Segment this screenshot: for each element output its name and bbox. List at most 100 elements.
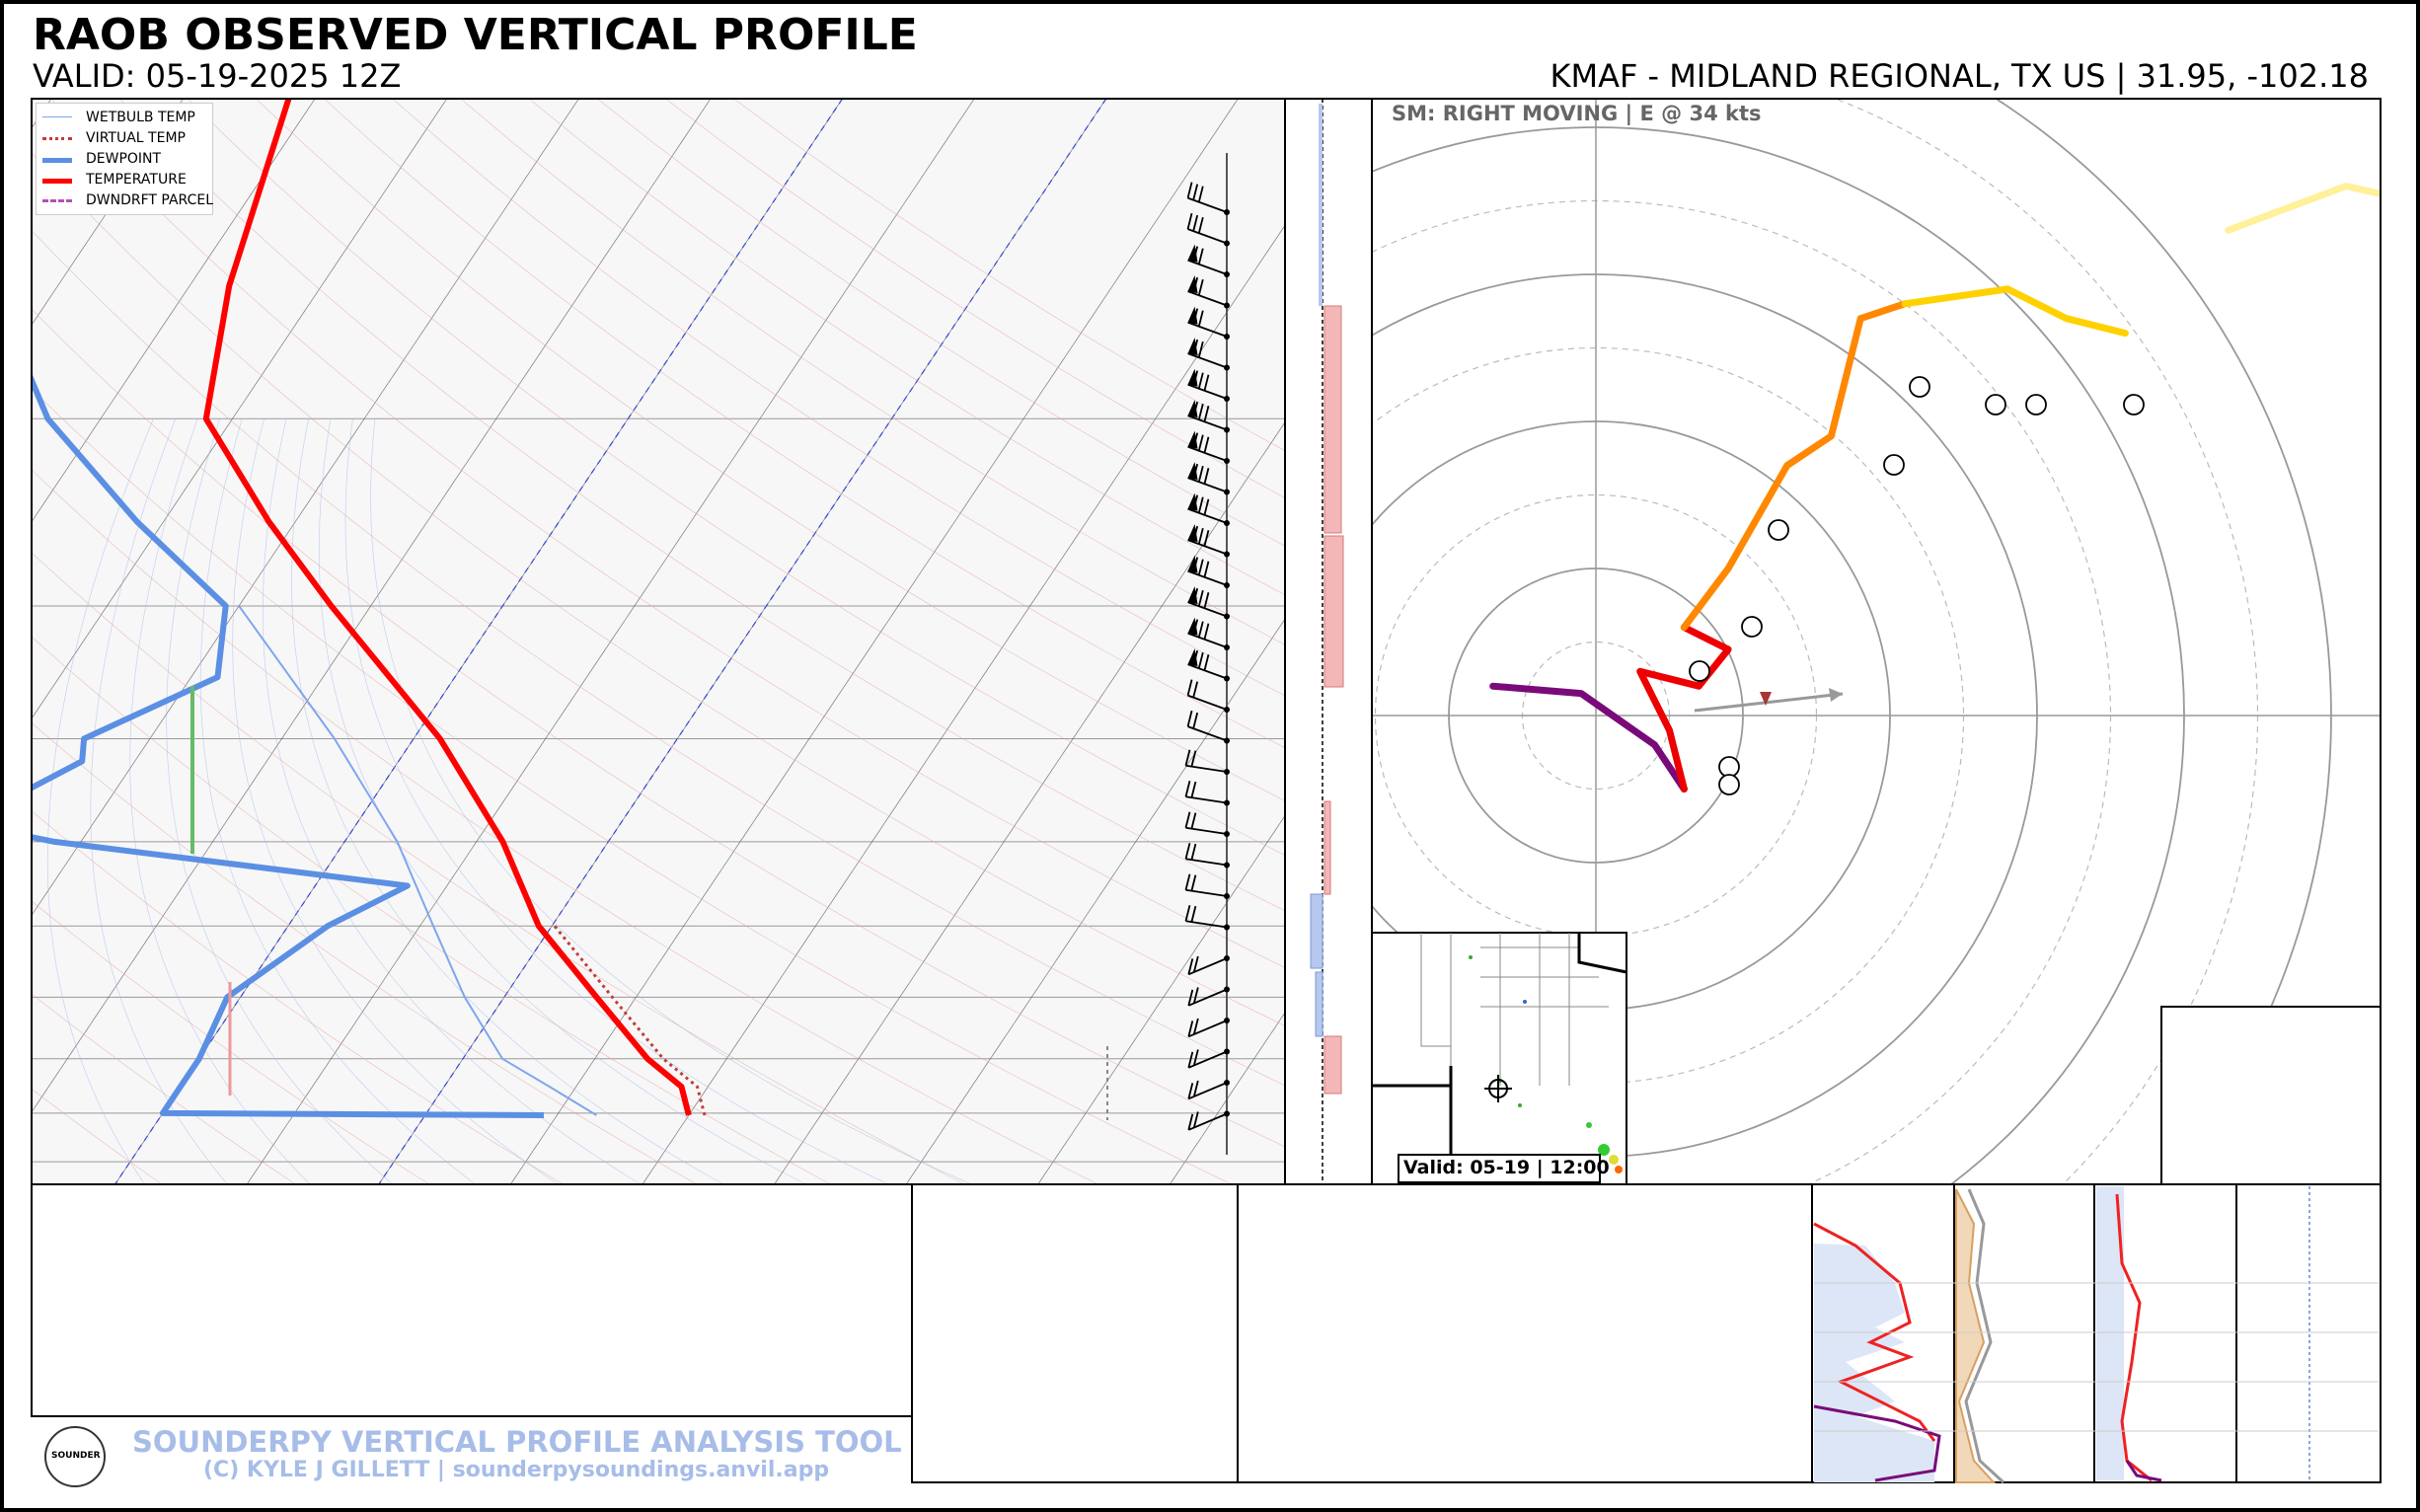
dry-adiabat (119, 100, 1284, 911)
barb-shaft (1187, 352, 1228, 369)
barb-feather (1197, 589, 1204, 607)
sounderpy-logo (44, 1426, 106, 1487)
barb-shaft (1187, 290, 1228, 307)
barb-feather (1192, 339, 1199, 356)
barb-feather (1192, 681, 1199, 698)
rm-vector (1694, 692, 1844, 713)
barb-feather (1203, 530, 1210, 547)
barb-feather (1187, 1021, 1194, 1037)
isotherm (247, 100, 975, 1183)
dry-adiabat (188, 100, 1284, 856)
trace-wetbulb-temp (238, 605, 597, 1116)
barb-feather (1197, 248, 1204, 265)
barb-feather (1197, 434, 1204, 451)
km-marker (1718, 774, 1740, 795)
crosshair-icon (1484, 1075, 1512, 1102)
barb-feather (1190, 905, 1197, 923)
barb-feather (1186, 212, 1193, 230)
barb-feather (1187, 989, 1194, 1007)
barb-shaft (1185, 858, 1228, 867)
barb-feather (1190, 812, 1197, 829)
barb-feather (1192, 987, 1199, 1004)
barb-feather (1184, 811, 1191, 828)
barb-shaft (1187, 477, 1228, 493)
omega-bar (1323, 535, 1344, 688)
map-valid-box (1398, 1154, 1601, 1183)
dry-adiabat (393, 100, 1284, 696)
omega-bar (1323, 1035, 1342, 1095)
barb-feather (1192, 649, 1199, 667)
moist-adiabat (166, 418, 393, 1183)
dry-adiabat (529, 100, 1284, 595)
barb-feather (1192, 276, 1199, 294)
hodo-segment (1489, 682, 1688, 793)
barb-feather (1197, 651, 1204, 669)
barb-feather (1192, 246, 1199, 263)
barb-feather (1186, 182, 1193, 198)
barb-feather (1197, 465, 1204, 483)
legend-item: VIRTUAL TEMP (42, 130, 210, 148)
barb-feather (1187, 1113, 1194, 1131)
dry-adiabat (51, 100, 1284, 968)
barb-feather (1197, 621, 1204, 638)
km-marker (2123, 394, 2145, 416)
cincape-panel (2235, 1183, 2382, 1483)
skewt-legend: WETBULB TEMP VIRTUAL TEMP DEWPOINT TEMPERAT… (36, 103, 213, 215)
legend-item: DWNDRFT PARCEL (42, 192, 213, 210)
barb-feather (1197, 186, 1204, 202)
dry-adiabat (256, 100, 1284, 801)
barb-shaft (1187, 415, 1228, 431)
hodo-segment (2225, 183, 2380, 234)
barb-feather (1184, 843, 1191, 860)
km-marker (1909, 376, 1930, 398)
barb-shaft (1185, 888, 1228, 897)
dry-adiabat (461, 100, 1284, 645)
barb-feather (1203, 654, 1210, 671)
dry-adiabat (33, 994, 295, 1183)
isotherm (1037, 816, 1284, 1183)
station-info: KMAF - MIDLAND REGIONAL, TX US | 31.95, … (1550, 57, 2369, 95)
brand-credit: (C) KYLE J GILLETT | sounderpysoundings.… (203, 1458, 830, 1482)
barb-feather (1192, 1049, 1199, 1066)
isotherm (1170, 1013, 1284, 1183)
legend-label: DWNDRFT PARCEL (86, 192, 213, 208)
storm-motion-title: SM: RIGHT MOVING | E @ 34 kts (1392, 102, 1762, 125)
skewt-grid (0, 99, 1284, 1184)
dry-adiabat (0, 99, 29, 1184)
km-marker (1689, 660, 1710, 682)
barb-feather (1192, 370, 1199, 387)
omega-bar (1319, 104, 1323, 306)
legend-item: WETBULB TEMP (42, 110, 210, 127)
barb-feather (1203, 374, 1210, 391)
legend-label: TEMPERATURE (86, 172, 187, 188)
radar-map-borders (1420, 933, 1609, 1086)
km-marker (1883, 454, 1905, 476)
mini-gridlines (1814, 1282, 2379, 1432)
moist-adiabat (344, 418, 888, 1183)
km-marker (1718, 756, 1740, 778)
dry-adiabat (33, 470, 1097, 1183)
moist-adiabat (90, 418, 228, 1183)
skewt-shade (33, 100, 1284, 1183)
vorticity-line (1964, 1188, 2005, 1484)
figure-title: RAOB OBSERVED VERTICAL PROFILE (33, 10, 918, 60)
streamwise-fill (1814, 1244, 1934, 1482)
vorticity-fill (1955, 1188, 1997, 1483)
hodo-segment (1901, 285, 2129, 338)
omega-bar (1323, 800, 1331, 895)
barb-feather (1190, 781, 1197, 798)
legend-label: DEWPOINT (86, 151, 162, 167)
legend-swatch (42, 179, 72, 184)
moist-adiabat (291, 418, 722, 1183)
barb-feather (1187, 1051, 1194, 1069)
logo-text: SOUNDER (51, 1451, 101, 1461)
barb-shaft (1185, 920, 1228, 929)
barb-feather (1192, 463, 1199, 481)
dry-adiabat (597, 100, 1284, 547)
wind-barbs (1184, 182, 1230, 1131)
isotherm (33, 100, 711, 1112)
legend-swatch (42, 199, 72, 202)
barb-feather (1192, 308, 1199, 325)
